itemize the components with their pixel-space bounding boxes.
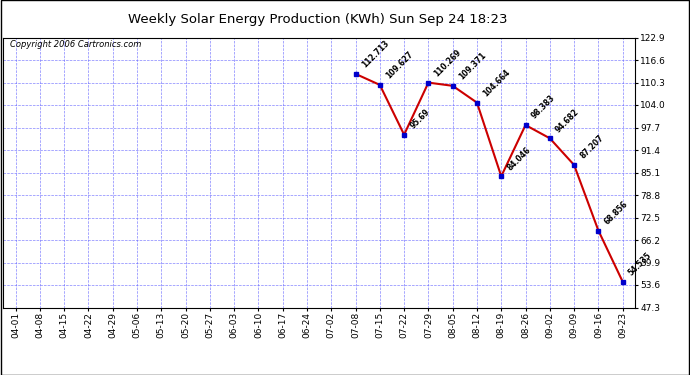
Text: Weekly Solar Energy Production (KWh) Sun Sep 24 18:23: Weekly Solar Energy Production (KWh) Sun… [128, 13, 507, 26]
Text: 84.046: 84.046 [505, 145, 533, 172]
Text: 54.535: 54.535 [627, 251, 653, 278]
Text: 98.383: 98.383 [530, 94, 557, 121]
Text: 87.207: 87.207 [578, 134, 606, 161]
Text: 112.713: 112.713 [359, 39, 391, 70]
Text: 109.371: 109.371 [457, 51, 488, 82]
Text: 104.664: 104.664 [481, 68, 512, 99]
Text: 68.856: 68.856 [602, 199, 629, 226]
Text: Copyright 2006 Cartronics.com: Copyright 2006 Cartronics.com [10, 40, 141, 49]
Text: 109.627: 109.627 [384, 50, 415, 81]
Text: 94.682: 94.682 [554, 107, 581, 134]
Text: 95.69: 95.69 [408, 107, 431, 130]
Text: 110.269: 110.269 [433, 48, 463, 78]
